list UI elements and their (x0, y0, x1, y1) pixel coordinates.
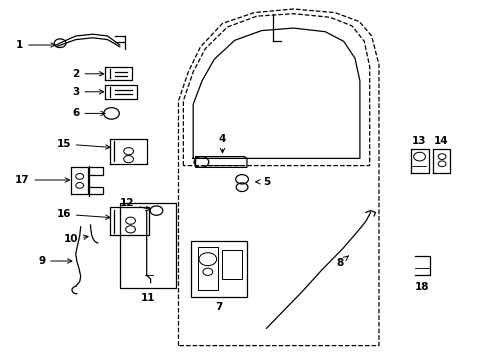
Text: 17: 17 (15, 175, 69, 185)
Text: 7: 7 (214, 302, 222, 312)
Text: 5: 5 (255, 177, 269, 187)
Text: 2: 2 (72, 69, 103, 79)
Text: 13: 13 (411, 136, 426, 146)
Text: 3: 3 (72, 87, 103, 97)
Text: 14: 14 (433, 136, 448, 146)
Text: 12: 12 (120, 198, 150, 211)
Text: 1: 1 (16, 40, 55, 50)
Text: 8: 8 (336, 256, 348, 268)
Bar (190, 241, 246, 297)
Text: 9: 9 (38, 256, 72, 266)
Text: 4: 4 (218, 134, 226, 153)
Bar (120, 203, 176, 288)
Text: 16: 16 (56, 209, 110, 220)
Text: 18: 18 (414, 282, 428, 292)
Text: 11: 11 (141, 293, 155, 303)
Text: 10: 10 (63, 234, 88, 244)
Text: 6: 6 (72, 108, 105, 118)
Text: 15: 15 (56, 139, 110, 149)
